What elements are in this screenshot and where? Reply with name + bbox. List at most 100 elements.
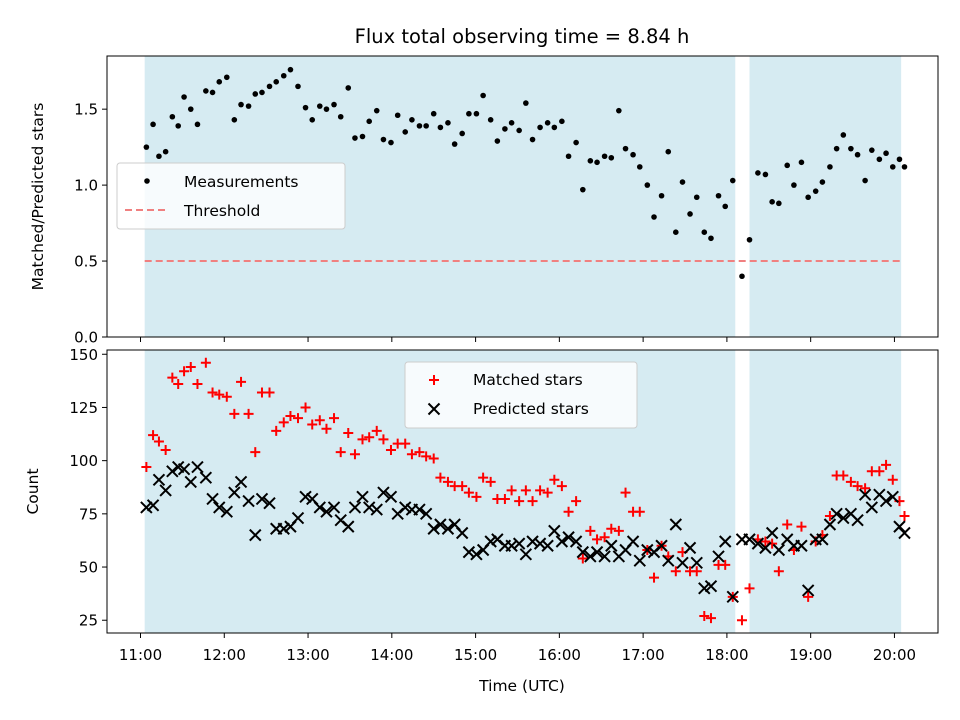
measurement-point: [473, 110, 480, 117]
x-tick-label: 16:00: [538, 646, 581, 664]
measurement-point: [889, 164, 896, 170]
predicted-point: [719, 535, 732, 548]
matched-point: [264, 387, 275, 398]
measurement-point: [280, 72, 287, 79]
predicted-point: [548, 524, 561, 538]
measurement-point: [223, 74, 230, 81]
y-tick-label: 50: [79, 559, 98, 577]
observing-interval-band: [749, 350, 902, 633]
matched-point: [371, 425, 382, 436]
legend-box: [404, 361, 638, 429]
measurement-point: [494, 138, 501, 144]
measurement-point: [216, 79, 223, 85]
matched-point: [471, 491, 482, 502]
matched-point: [278, 417, 289, 428]
measurement-point: [791, 182, 797, 188]
predicted-point: [865, 501, 879, 514]
measurement-point: [169, 113, 176, 120]
matched-point: [599, 532, 610, 543]
legend-matched-label: Matched stars: [473, 371, 583, 389]
predicted-point: [427, 522, 440, 535]
x-tick-label: 13:00: [286, 646, 329, 664]
predicted-point: [146, 499, 160, 512]
matched-point: [236, 376, 247, 387]
matched-point: [606, 523, 617, 534]
matched-point: [860, 483, 871, 494]
matched-point: [620, 487, 631, 498]
y-tick-label: 0.5: [74, 253, 98, 271]
predicted-point: [362, 501, 376, 514]
measurement-point: [331, 101, 337, 108]
predicted-point: [533, 537, 547, 550]
measurement-point: [798, 159, 805, 166]
measurement-point: [309, 116, 316, 123]
matched-point: [796, 521, 807, 532]
measurement-point: [402, 129, 409, 135]
legend-box: [116, 162, 346, 230]
predicted-point: [823, 518, 837, 531]
matched-point: [321, 423, 332, 434]
measurement-point: [231, 116, 238, 123]
measurement-point: [776, 200, 782, 207]
measurement-point: [143, 144, 150, 150]
predicted-point: [327, 501, 341, 514]
x-tick-label: 11:00: [119, 646, 162, 664]
predicted-point: [234, 475, 248, 489]
predicted-point: [384, 490, 398, 504]
measurement-point: [565, 153, 572, 160]
matched-point: [705, 613, 716, 624]
measurement-point: [644, 182, 651, 188]
series-predicted-stars: [140, 460, 911, 604]
measurement-point: [608, 154, 615, 161]
predicted-point: [249, 528, 262, 542]
measurement-point: [587, 158, 594, 164]
matched-point: [887, 474, 898, 485]
predicted-point: [441, 522, 455, 535]
measurement-point: [715, 192, 722, 199]
measurement-point: [848, 145, 854, 152]
predicted-point: [598, 550, 611, 563]
matched-point: [535, 485, 546, 496]
matched-point: [214, 389, 225, 400]
y-tick-label: 75: [79, 505, 98, 523]
predicted-point: [633, 554, 646, 567]
matched-point: [838, 470, 849, 481]
matched-point: [192, 379, 203, 390]
predicted-point: [898, 526, 911, 540]
measurement-point: [295, 83, 301, 90]
measurement-point: [316, 103, 323, 109]
measurement-point: [869, 147, 875, 153]
measurement-point: [840, 132, 847, 138]
measurement-point: [366, 118, 373, 125]
predicted-point: [886, 490, 899, 504]
measurement-point: [862, 177, 868, 184]
measurement-point: [273, 79, 280, 85]
matched-point: [349, 449, 360, 460]
matched-point: [271, 425, 282, 436]
matched-point: [406, 449, 417, 460]
measurement-point: [437, 124, 444, 131]
predicted-point: [242, 494, 255, 508]
measurement-point: [665, 148, 672, 155]
matched-point: [803, 591, 814, 602]
measurement-point: [636, 164, 643, 170]
predicted-point: [837, 511, 850, 525]
predicted-point: [140, 501, 153, 514]
predicted-point: [626, 535, 640, 548]
measurement-point: [430, 110, 437, 117]
measurement-point: [252, 91, 259, 97]
predicted-point: [152, 473, 166, 487]
legend: Measurements Threshold: [116, 162, 346, 230]
matched-point: [542, 487, 553, 498]
measurement-point: [819, 179, 826, 185]
predicted-point: [555, 535, 569, 548]
matched-point: [881, 459, 892, 470]
series-measurements: [143, 66, 908, 280]
matched-point: [899, 510, 910, 521]
measurement-point: [416, 123, 423, 129]
chart-title: Flux total observing time = 8.84 h: [355, 25, 690, 48]
measurement-point: [508, 120, 515, 126]
measurement-point: [687, 211, 693, 217]
y-tick-label: 1.0: [74, 177, 98, 195]
